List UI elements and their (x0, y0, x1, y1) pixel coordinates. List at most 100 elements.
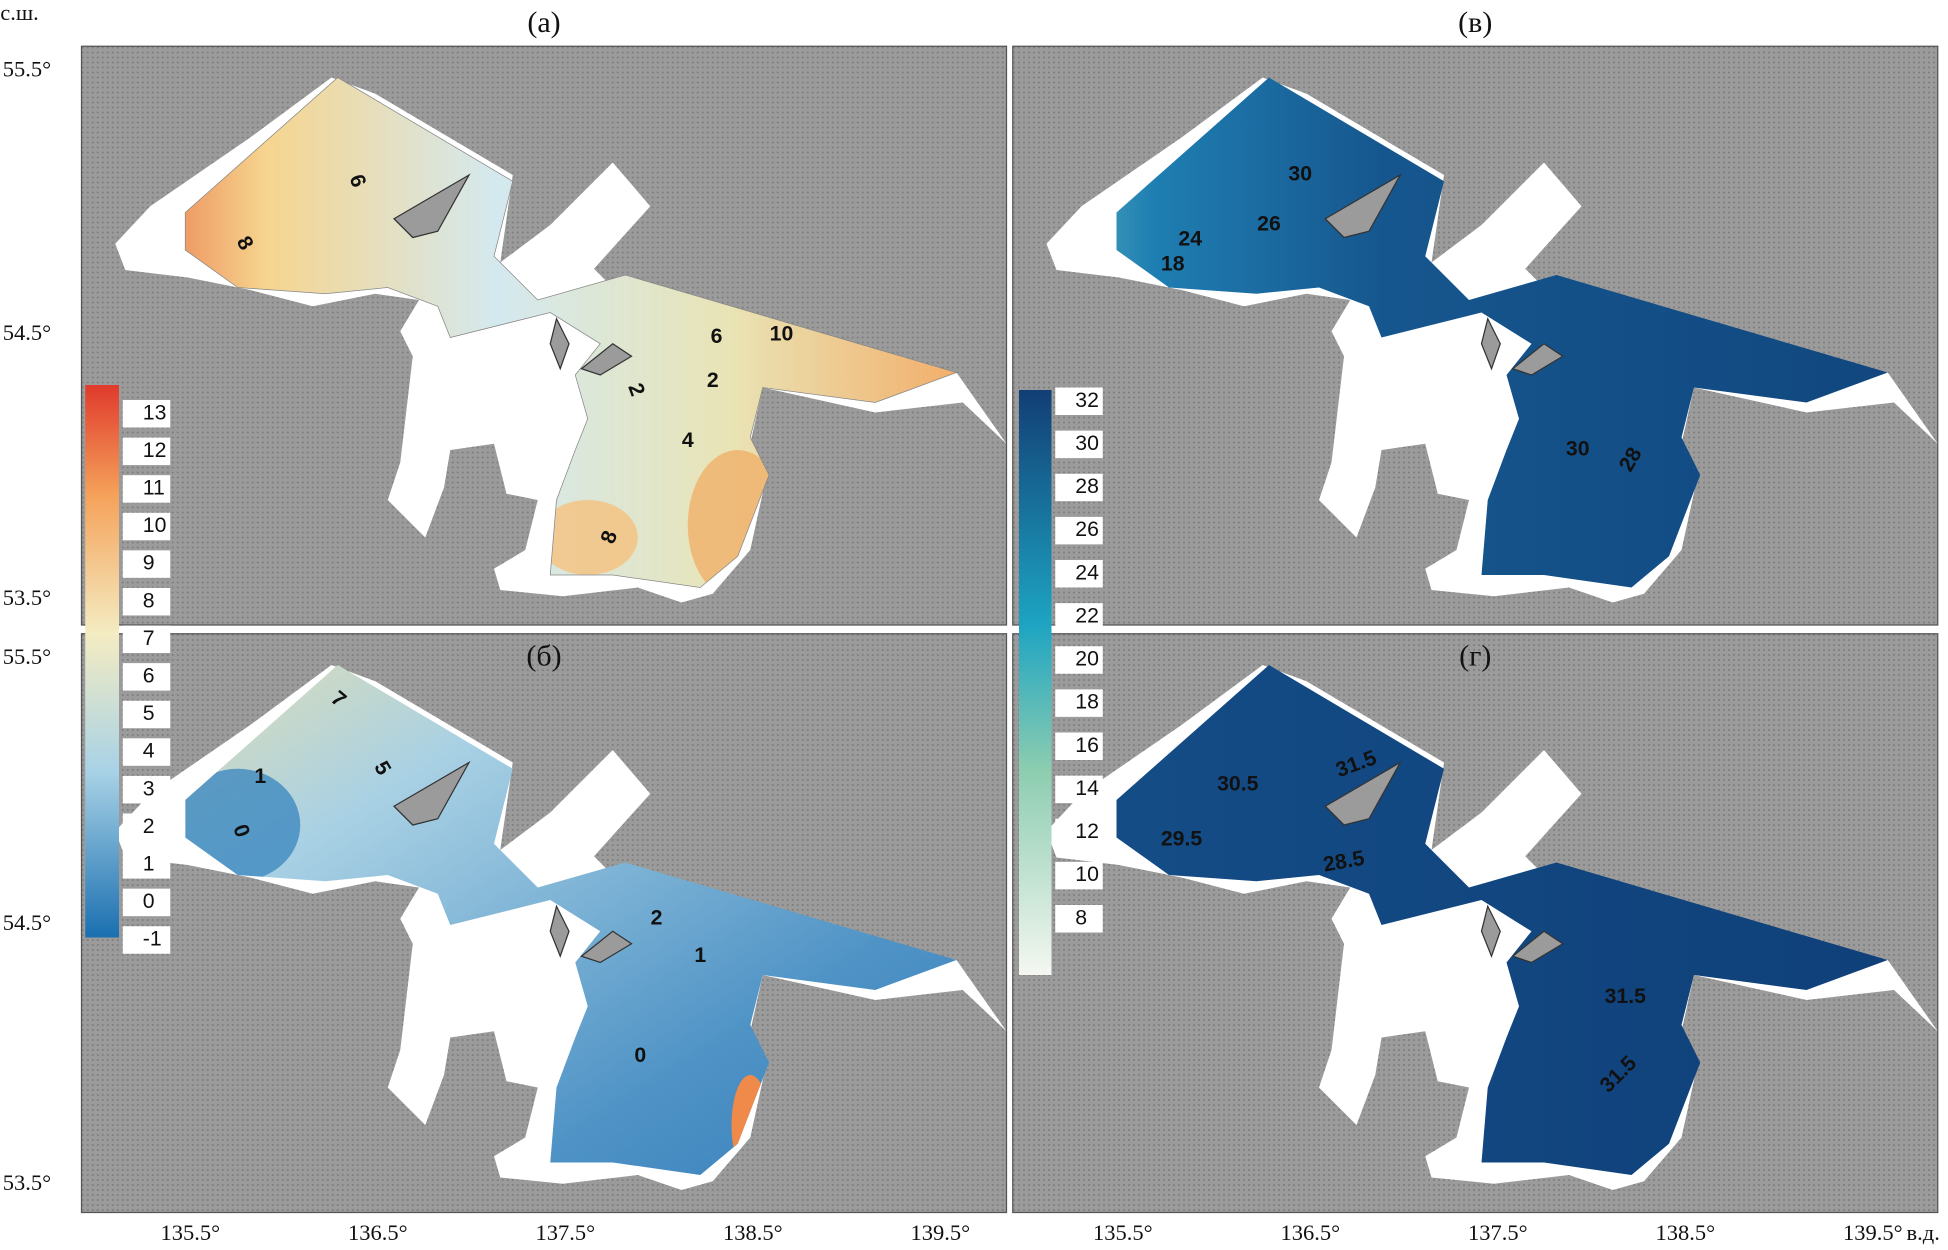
colorbar-label-bg (1055, 775, 1103, 804)
colorbar-label: 20 (1075, 647, 1099, 671)
contour-label: 4 (682, 428, 694, 452)
contour-label: 0 (634, 1043, 646, 1067)
contour-label: 2 (707, 368, 719, 392)
colorbar-label-bg (1055, 387, 1103, 415)
colorbar-label-bg (122, 400, 171, 428)
colorbar-label-bg (1055, 861, 1103, 890)
colorbar-label: 16 (1075, 733, 1099, 757)
colorbar-v (1019, 390, 1052, 975)
contour-label: 6 (711, 324, 723, 348)
contour-label: 29.5 (1161, 827, 1203, 851)
panel-label: (а) (527, 6, 560, 39)
lat-tick-label: 53.5° (3, 1170, 51, 1195)
colorbar-label: -1 (143, 927, 162, 951)
lat-tick-label: 54.5° (3, 320, 51, 345)
contour-label: 10 (770, 322, 794, 346)
colorbar-label-bg (1055, 689, 1103, 717)
lon-tick-label: 138.5° (723, 1220, 783, 1245)
colorbar-label: 5 (143, 701, 155, 725)
lon-tick-label: 139.5° (1843, 1220, 1903, 1245)
lon-tick-label: 135.5° (1093, 1220, 1153, 1245)
lon-unit: в.д. (1907, 1220, 1940, 1245)
colorbar-label-bg (1055, 560, 1103, 588)
colorbar-label: 28 (1075, 474, 1099, 498)
colorbar-label-bg (122, 775, 171, 804)
colorbar-label: 4 (143, 739, 155, 763)
colorbar-label: 6 (143, 663, 155, 687)
colorbar-label-bg (1055, 646, 1103, 674)
colorbar-label-bg (122, 813, 171, 841)
colorbar-label-bg (1055, 905, 1103, 933)
colorbar-label-bg (122, 663, 171, 691)
colorbar-label-bg (122, 550, 171, 578)
colorbar-label-bg (122, 926, 171, 954)
colorbar-label: 1 (143, 851, 155, 875)
panel-label: (б) (526, 640, 561, 673)
colorbar-label-bg (122, 738, 171, 766)
colorbar-label-bg (122, 625, 171, 654)
colorbar-label-bg (122, 512, 171, 541)
colorbar-label-bg (1055, 473, 1103, 502)
lat-tick-label: 55.5° (3, 644, 51, 669)
colorbar-label: 18 (1075, 690, 1099, 714)
lat-unit: с.ш. (0, 0, 39, 25)
panel-label: (г) (1459, 640, 1491, 673)
colorbar-label-bg (1055, 516, 1103, 545)
lon-tick-label: 137.5° (535, 1220, 595, 1245)
colorbar-a (85, 385, 119, 938)
colorbar-label: 11 (143, 476, 165, 500)
colorbar-label: 10 (1075, 862, 1099, 886)
colorbar-label: 12 (1075, 819, 1099, 843)
colorbar-label: 2 (143, 814, 155, 838)
contour-label: 24 (1178, 227, 1202, 251)
panel-v (1013, 46, 1938, 625)
colorbar-label: 26 (1075, 517, 1099, 541)
contour-label: 30 (1288, 162, 1312, 186)
contour-label: 30.5 (1217, 772, 1259, 796)
colorbar-label: 14 (1075, 776, 1099, 800)
colorbar-label-bg (1055, 818, 1103, 847)
lon-tick-label: 136.5° (1280, 1220, 1340, 1245)
lon-tick-label: 139.5° (910, 1220, 970, 1245)
colorbar-label: 24 (1075, 560, 1099, 584)
colorbar-label: 8 (1075, 905, 1087, 929)
colorbar-label: 8 (143, 588, 155, 612)
colorbar-label: 10 (143, 513, 167, 537)
colorbar-label-bg (1055, 603, 1103, 631)
lat-tick-label: 53.5° (3, 585, 51, 610)
colorbar-label: 7 (143, 626, 155, 650)
contour-label: 2 (651, 905, 663, 929)
lon-tick-label: 136.5° (348, 1220, 408, 1245)
panel-label: (в) (1458, 6, 1492, 39)
lat-tick-label: 55.5° (3, 56, 51, 81)
panel-a (82, 46, 1007, 625)
colorbar-label-bg (122, 888, 171, 917)
colorbar-label: 12 (143, 438, 167, 462)
contour-label: 1 (254, 764, 266, 788)
contour-label: 30 (1566, 437, 1590, 461)
colorbar-label: 30 (1075, 431, 1099, 455)
colorbar-label-bg (1055, 732, 1103, 760)
colorbar-label-bg (122, 437, 171, 466)
colorbar-label-bg (122, 475, 171, 503)
lon-tick-label: 137.5° (1468, 1220, 1528, 1245)
colorbar-label: 3 (143, 776, 155, 800)
lat-tick-label: 54.5° (3, 910, 51, 935)
colorbar-label: 0 (143, 889, 155, 913)
colorbar-label-bg (122, 700, 171, 729)
lon-tick-label: 135.5° (160, 1220, 220, 1245)
colorbar-label: 22 (1075, 603, 1099, 627)
colorbar-label-bg (1055, 430, 1103, 459)
contour-label: 26 (1257, 212, 1281, 236)
panel-b (82, 634, 1007, 1213)
colorbar-label: 13 (143, 400, 167, 424)
contour-label: 1 (694, 943, 706, 967)
colorbar-label-bg (122, 587, 171, 616)
contour-label: 31.5 (1605, 984, 1647, 1008)
contour-label: 18 (1161, 252, 1185, 276)
colorbar-label-bg (122, 851, 171, 879)
colorbar-label: 9 (143, 551, 155, 575)
colorbar-label: 32 (1075, 388, 1099, 412)
